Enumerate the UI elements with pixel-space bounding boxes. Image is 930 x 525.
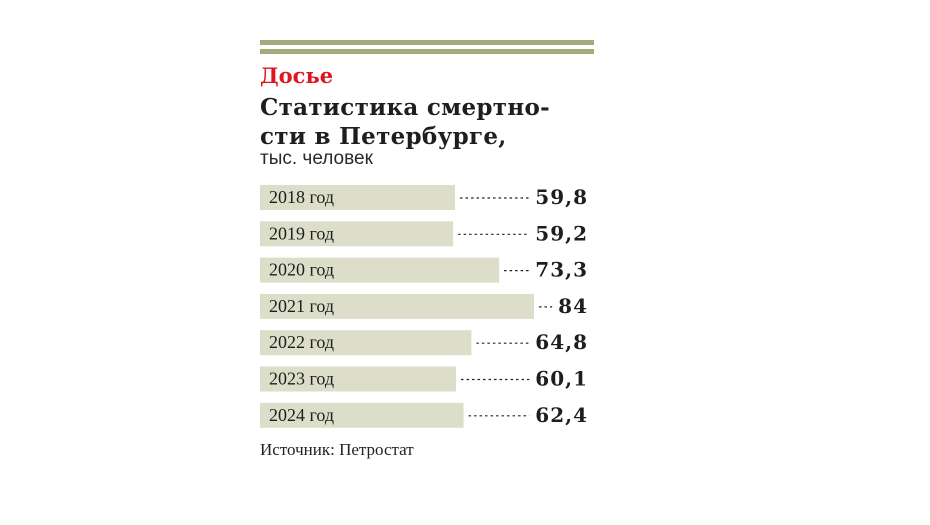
category-label: 2024 год	[269, 405, 334, 425]
bar	[260, 185, 456, 210]
chart-title: Статистика смертно- сти в Петербурге,	[260, 93, 600, 151]
value-label: 60,1	[535, 367, 588, 391]
top-rule	[260, 40, 594, 45]
kicker: Досье	[260, 63, 334, 88]
bar	[260, 257, 500, 283]
bar	[260, 330, 472, 356]
chart-title-line-1: Статистика смертно-	[260, 94, 550, 121]
value-label: 59,2	[535, 221, 588, 245]
value-label: 84	[558, 294, 588, 318]
category-label: 2022 год	[269, 332, 334, 352]
chart-unit: тыс. человек	[260, 148, 373, 169]
top-rule-secondary	[260, 49, 594, 54]
source-note: Источник: Петростат	[260, 440, 414, 459]
bar	[260, 293, 534, 319]
category-label: 2019 год	[269, 223, 334, 243]
bar-row: 2024 год 62,4	[260, 402, 588, 428]
category-label: 2018 год	[269, 187, 334, 207]
bar	[260, 221, 454, 247]
category-label: 2021 год	[269, 296, 334, 316]
category-label: 2020 год	[269, 260, 334, 280]
bar-row: 2023 год 60,1	[260, 366, 588, 392]
value-label: 64,8	[535, 330, 588, 354]
bar-row: 2020 год 73,3	[260, 257, 588, 283]
bar	[260, 402, 464, 428]
value-label: 59,8	[535, 185, 588, 209]
category-label: 2023 год	[269, 369, 334, 389]
bar-row: 2021 год 84	[260, 293, 588, 319]
bar	[260, 366, 457, 392]
chart-title-line-2: сти в Петербурге,	[260, 123, 507, 150]
bar-row: 2018 год 59,8	[260, 185, 588, 210]
bar-row: 2019 год 59,2	[260, 221, 588, 247]
value-label: 73,3	[535, 258, 588, 282]
value-label: 62,4	[535, 403, 588, 427]
bar-row: 2022 год 64,8	[260, 330, 588, 356]
